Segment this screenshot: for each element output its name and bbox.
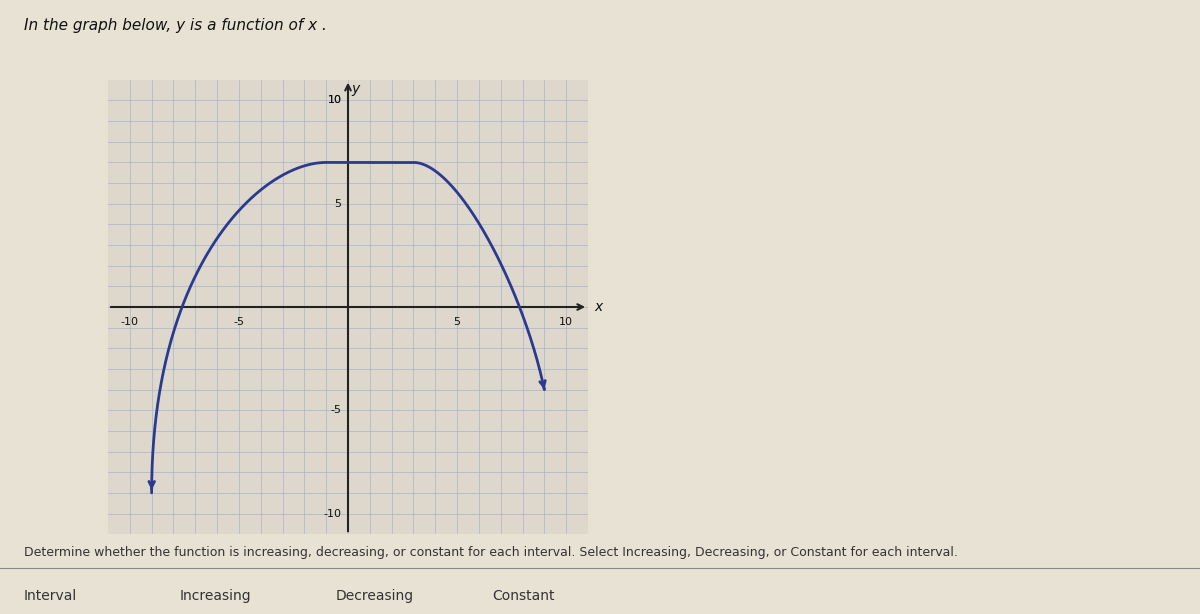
Text: x: x [594, 300, 602, 314]
Text: 5: 5 [335, 199, 342, 209]
Text: 10: 10 [559, 317, 574, 327]
Text: 10: 10 [328, 95, 342, 106]
Text: Decreasing: Decreasing [336, 589, 414, 604]
Text: Interval: Interval [24, 589, 77, 604]
Text: 10: 10 [328, 95, 342, 106]
Text: y: y [352, 82, 360, 96]
Text: -10: -10 [324, 508, 342, 519]
Text: -5: -5 [330, 405, 342, 415]
Text: -5: -5 [234, 317, 245, 327]
Text: -10: -10 [121, 317, 139, 327]
Text: 5: 5 [454, 317, 461, 327]
Text: In the graph below, y is a function of x .: In the graph below, y is a function of x… [24, 18, 326, 33]
Text: Constant: Constant [492, 589, 554, 604]
Text: Increasing: Increasing [180, 589, 252, 604]
Text: Determine whether the function is increasing, decreasing, or constant for each i: Determine whether the function is increa… [24, 546, 958, 559]
